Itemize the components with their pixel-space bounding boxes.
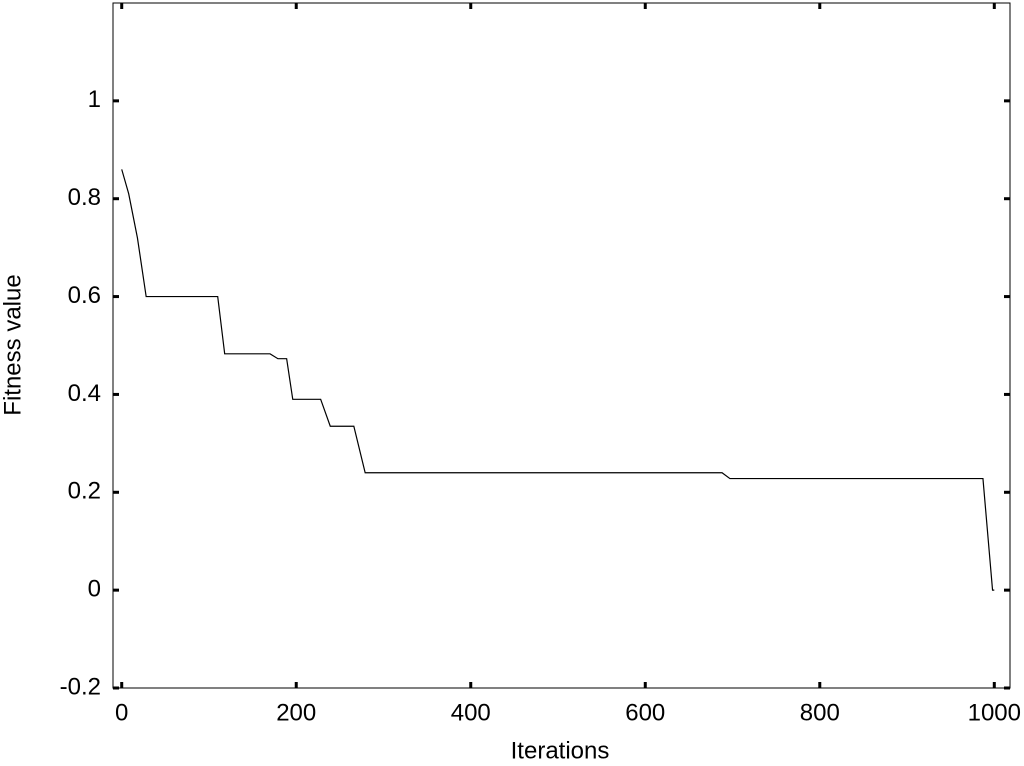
y-tick-label: 0.8 [68,184,101,211]
y-tick-label: 0.2 [68,478,101,505]
x-tick-label: 800 [800,699,840,726]
y-tick-label: -0.2 [60,673,101,700]
plot-frame [112,2,1011,689]
x-tick-label: 0 [115,699,128,726]
x-axis-label: Iterations [511,737,610,764]
y-tick-label: 0.4 [68,380,101,407]
y-tick-label: 1 [88,86,101,113]
y-tick-label: 0.6 [68,282,101,309]
line [121,169,995,591]
x-tick-label: 600 [625,699,665,726]
y-tick-label: 0 [88,575,101,602]
x-tick-label: 200 [276,699,316,726]
x-tick-label: 400 [451,699,491,726]
x-tick-label: 1000 [968,699,1021,726]
y-axis-label: Fitness value [0,274,26,415]
